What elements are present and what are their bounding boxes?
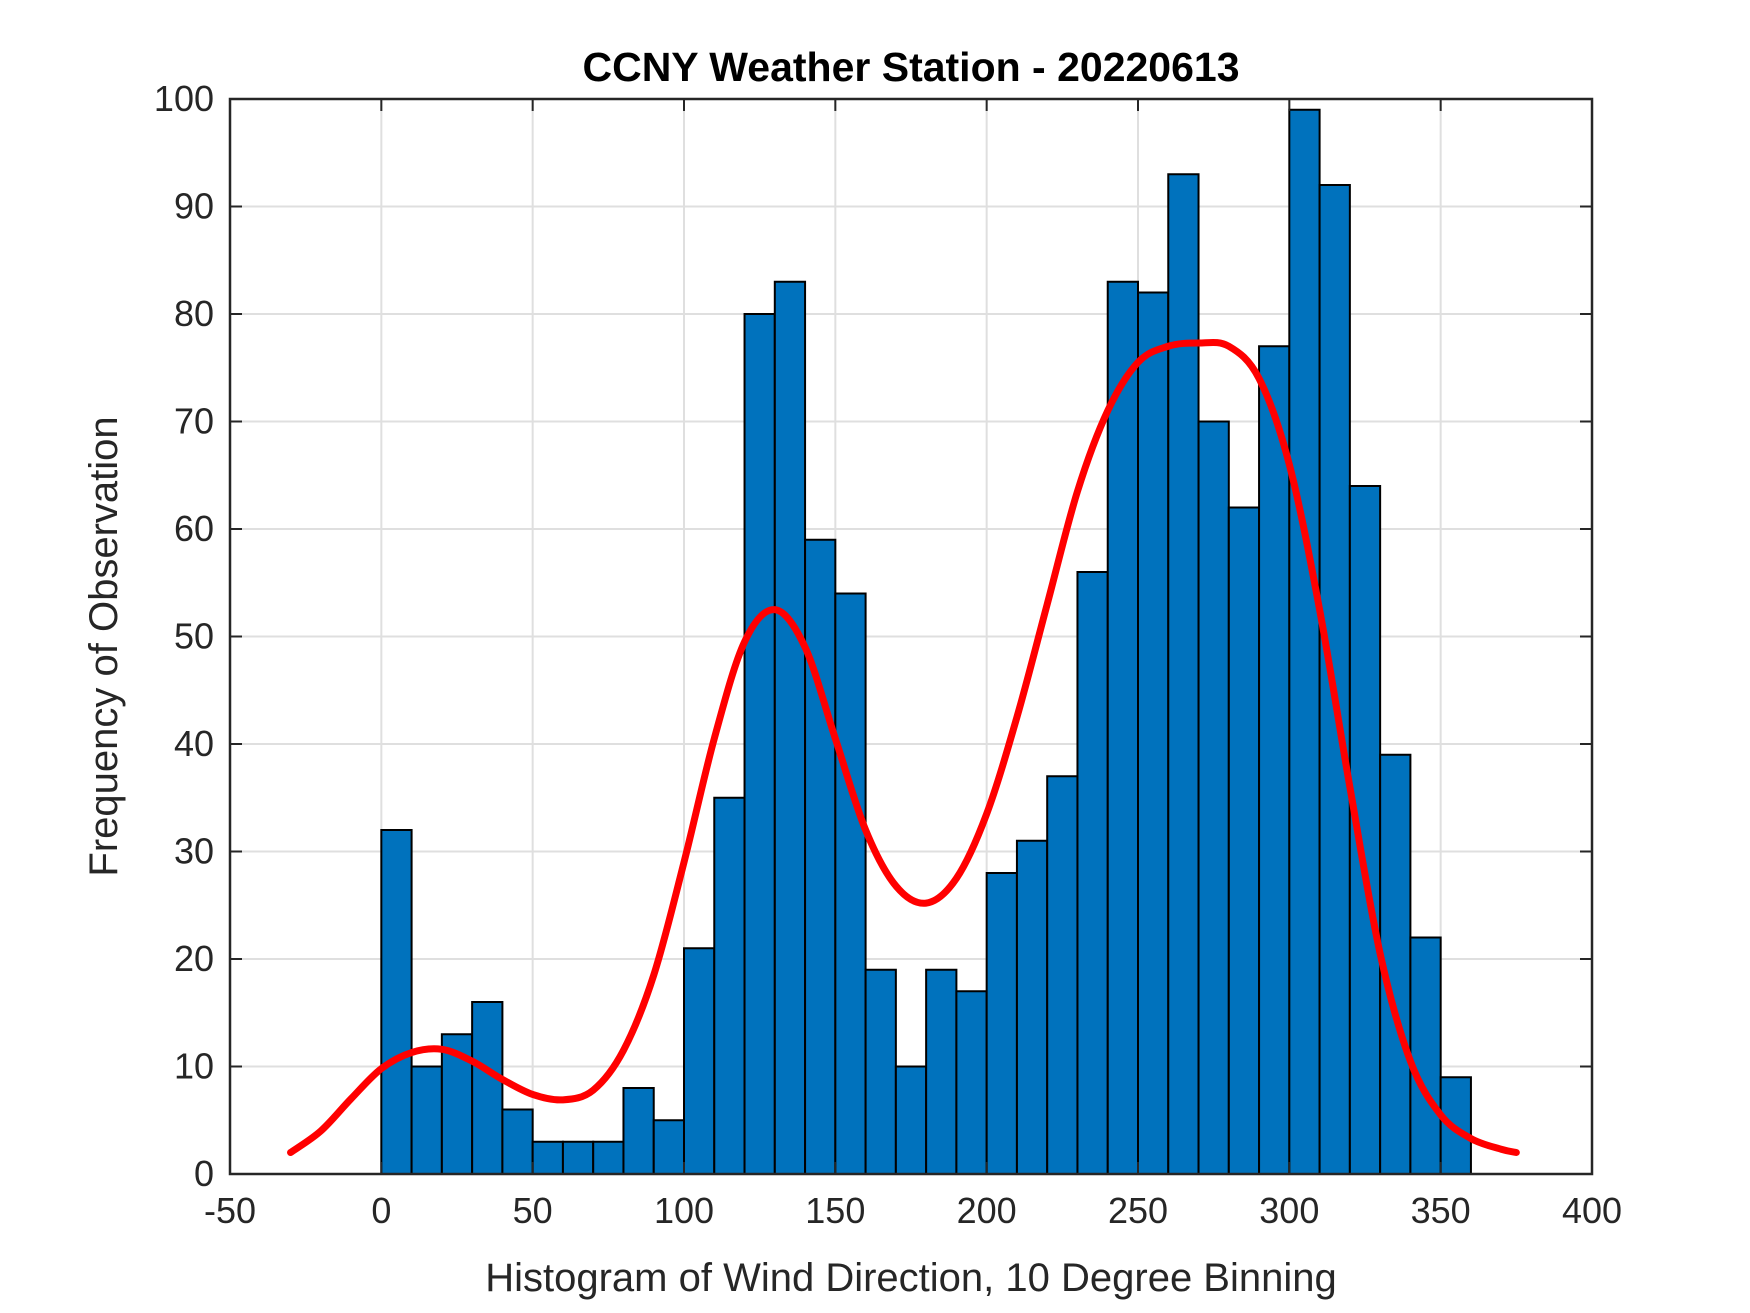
histogram-bar: [1197, 420, 1230, 1175]
histogram-bar: [925, 968, 958, 1175]
histogram-bar: [561, 1140, 595, 1175]
y-tick-label: 70: [174, 401, 214, 442]
y-tick-label: 60: [174, 508, 214, 549]
axes-layer: [228, 97, 1594, 1176]
chart-title: CCNY Weather Station - 20220613: [582, 44, 1239, 90]
y-tick-label: 90: [174, 186, 214, 227]
histogram-bar: [622, 1087, 655, 1175]
histogram-bar: [1227, 506, 1261, 1175]
y-axis-label: Frequency of Observation: [82, 416, 126, 876]
histogram-bar: [955, 990, 988, 1175]
histogram-bar: [804, 538, 837, 1175]
histogram-bar: [1137, 291, 1170, 1175]
histogram-bar: [834, 592, 867, 1175]
histogram-bar: [1409, 936, 1442, 1175]
x-tick-label: 200: [957, 1190, 1017, 1231]
x-tick-label: -50: [204, 1190, 256, 1231]
x-tick-label: 50: [513, 1190, 553, 1231]
curve-layer: [287, 338, 1520, 1156]
x-axis-label: Histogram of Wind Direction, 10 Degree B…: [485, 1256, 1337, 1300]
histogram-bar: [713, 796, 746, 1175]
y-tick-label: 100: [154, 78, 214, 119]
x-tick-label: 250: [1108, 1190, 1168, 1231]
histogram-bar: [652, 1119, 686, 1175]
histogram-bar: [1106, 280, 1139, 1175]
histogram-bar: [1258, 345, 1291, 1175]
x-tick-label: 100: [654, 1190, 714, 1231]
fitted-curve-line: [287, 338, 1520, 1156]
labels-layer: -50 0 50 100 150 200 250 300 350 4000102030405060…: [82, 44, 1622, 1300]
histogram-bar: [985, 872, 1018, 1175]
histogram-bar: [1046, 775, 1079, 1175]
y-tick-label: 80: [174, 293, 214, 334]
histogram-bar: [683, 947, 716, 1175]
histogram-bar: [471, 1001, 504, 1175]
x-tick-label: 150: [805, 1190, 865, 1231]
x-tick-label: 350: [1411, 1190, 1471, 1231]
histogram-bar: [894, 1065, 928, 1175]
y-tick-label: 40: [174, 723, 214, 764]
x-tick-label: 400: [1562, 1190, 1622, 1231]
y-tick-label: 20: [174, 938, 214, 979]
histogram-bar: [773, 280, 807, 1175]
histogram-bar: [501, 1108, 534, 1175]
histogram-bar: [592, 1140, 625, 1175]
bars-layer: [380, 108, 1472, 1175]
histogram-bar: [531, 1140, 564, 1175]
histogram-bar: [743, 313, 776, 1175]
y-tick-label: 30: [174, 831, 214, 872]
histogram-bar: [864, 968, 897, 1175]
y-tick-label: 10: [174, 1046, 214, 1087]
histogram-bar: [410, 1065, 443, 1175]
y-tick-label: 0: [194, 1153, 214, 1194]
y-tick-label: 50: [174, 616, 214, 657]
histogram-bar: [1167, 173, 1200, 1175]
x-tick-label: 0: [371, 1190, 391, 1231]
histogram-bar: [380, 829, 413, 1175]
histogram-bar: [1015, 839, 1049, 1175]
histogram-bar: [1288, 108, 1321, 1175]
x-tick-label: 300: [1259, 1190, 1319, 1231]
histogram-bar: [1076, 571, 1109, 1175]
